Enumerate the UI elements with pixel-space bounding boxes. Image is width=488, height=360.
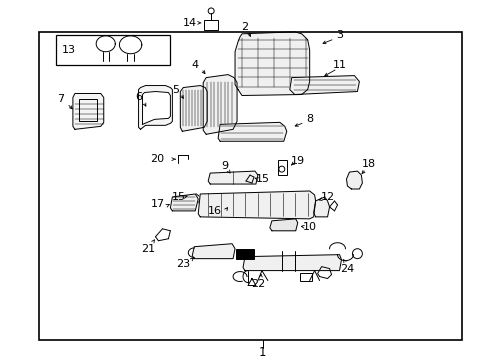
Bar [277,160,286,175]
Polygon shape [235,32,309,95]
Text: 19: 19 [290,156,304,166]
Bar [79,99,97,121]
Text: 12: 12 [320,192,334,202]
Text: 24: 24 [340,264,354,274]
Text: 7: 7 [57,94,64,104]
Polygon shape [243,255,341,271]
Polygon shape [289,76,359,95]
Text: 4: 4 [191,60,199,70]
Polygon shape [198,191,315,219]
Polygon shape [180,86,207,131]
Text: 18: 18 [362,159,376,169]
Text: 3: 3 [335,30,342,40]
Text: 10: 10 [302,222,316,232]
Text: 6: 6 [135,93,142,103]
Polygon shape [203,75,237,134]
Text: 1: 1 [259,346,266,359]
Text: 5: 5 [171,85,179,95]
Text: 15: 15 [255,174,269,184]
Polygon shape [269,219,297,231]
Bar [236,249,253,258]
Text: 14: 14 [183,18,197,28]
Polygon shape [346,171,362,189]
Bar [204,20,218,30]
Text: 2: 2 [241,22,248,32]
Text: 9: 9 [221,161,228,171]
Polygon shape [142,91,170,124]
Polygon shape [218,122,286,141]
Text: 20: 20 [150,154,164,164]
Text: 22: 22 [250,279,264,288]
Text: 8: 8 [305,114,313,124]
Text: 13: 13 [62,45,76,55]
Text: 11: 11 [332,60,346,70]
Text: 17: 17 [150,199,164,209]
Text: 15: 15 [171,192,185,202]
Text: 16: 16 [208,206,222,216]
Text: 21: 21 [141,244,155,254]
Polygon shape [138,86,172,129]
Polygon shape [313,197,329,217]
Text: 23: 23 [176,258,190,269]
Polygon shape [192,244,235,258]
Polygon shape [208,171,257,184]
Polygon shape [73,94,103,129]
Bar [39,32,461,340]
Bar [299,273,311,280]
Polygon shape [170,194,198,211]
Bar [56,35,170,65]
